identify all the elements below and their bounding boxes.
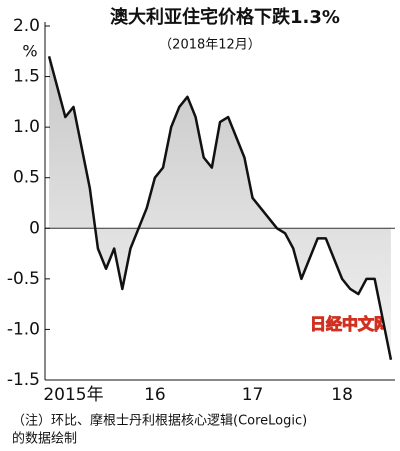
chart-title: 澳大利亚住宅价格下跌1.3% xyxy=(110,6,340,28)
watermark: 日经中文网 xyxy=(310,315,390,334)
y-tick-label: 0.5 xyxy=(13,168,40,188)
y-tick-label: 1.5 xyxy=(13,67,40,87)
x-tick-label: 18 xyxy=(331,385,353,405)
x-tick-label: 17 xyxy=(242,385,264,405)
y-tick-label: 0 xyxy=(29,218,40,238)
area xyxy=(49,56,391,360)
note: 的数据绘制 xyxy=(12,431,77,447)
y-tick-label: 1.0 xyxy=(13,117,40,137)
x-tick-label: 2015年 xyxy=(43,385,103,405)
x-tick-label: 16 xyxy=(144,385,166,405)
y-unit: % xyxy=(22,42,37,61)
y-tick-label: -1.0 xyxy=(7,319,40,339)
y-tick-label: -1.5 xyxy=(7,370,40,390)
note: （注）环比、摩根士丹利根据核心逻辑(CoreLogic) xyxy=(12,413,307,429)
y-tick-label: 2.0 xyxy=(13,16,40,36)
chart-subtitle: （2018年12月） xyxy=(159,38,261,53)
line xyxy=(47,56,393,361)
y-tick-label: -0.5 xyxy=(7,269,40,289)
